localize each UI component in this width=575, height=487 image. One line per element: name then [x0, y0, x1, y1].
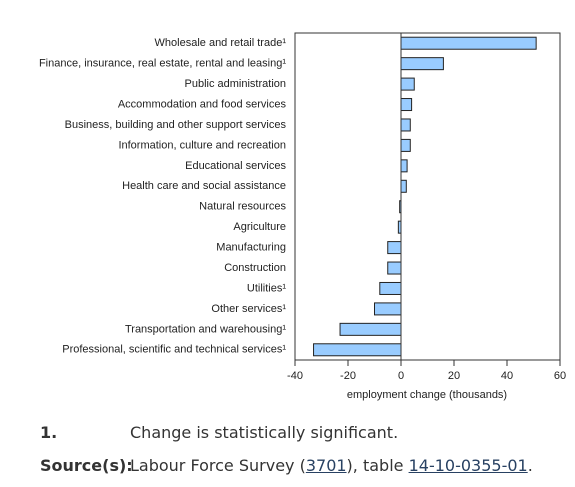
source-text: Labour Force Survey (3701), table 14-10-… [130, 456, 533, 475]
source-link[interactable]: 3701 [305, 456, 347, 475]
notes: 1. Change is statistically significant. … [40, 416, 533, 482]
y-tick-label: Natural resources [199, 201, 286, 213]
bar [374, 302, 402, 316]
y-tick-label: Health care and social assistance [122, 180, 286, 192]
y-tick-label: Transportation and warehousing¹ [125, 323, 286, 335]
bar [387, 261, 402, 275]
bar [400, 118, 411, 132]
y-tick-label: Other services¹ [211, 303, 286, 315]
x-axis-label: employment change (thousands) [347, 389, 507, 401]
bar [400, 36, 537, 50]
x-tick-label: -40 [287, 370, 303, 382]
x-tick-label: 60 [554, 370, 566, 382]
bar [379, 281, 402, 295]
y-tick-label: Utilities¹ [247, 282, 286, 294]
footnote: 1. Change is statistically significant. [40, 416, 533, 449]
bar [400, 57, 444, 71]
bar [313, 343, 402, 357]
source: Source(s): Labour Force Survey (3701), t… [40, 449, 533, 482]
y-tick-label: Information, culture and recreation [118, 139, 286, 151]
y-tick-label: Accommodation and food services [118, 98, 287, 110]
y-tick-label: Finance, insurance, real estate, rental … [39, 58, 286, 70]
source-part: Labour Force Survey ( [130, 456, 306, 475]
bar [400, 98, 413, 112]
y-tick-label: Construction [224, 262, 286, 274]
chart: employment change (thousands) -40 -20 0 20 4… [39, 32, 566, 401]
bar [400, 159, 408, 173]
y-tick-label: Professional, scientific and technical s… [62, 344, 286, 356]
x-tick-label: 0 [398, 370, 404, 382]
x-tick-label: 20 [448, 370, 460, 382]
y-tick-label: Agriculture [233, 221, 286, 233]
plot-frame [294, 32, 561, 361]
table-link[interactable]: 14-10-0355-01 [408, 456, 528, 475]
source-part: ), table [346, 456, 409, 475]
y-tick-label: Public administration [185, 78, 287, 90]
footnote-text: Change is statistically significant. [130, 423, 399, 442]
bar [339, 322, 402, 336]
y-tick-label: Wholesale and retail trade¹ [155, 37, 287, 49]
bar [400, 179, 407, 193]
footnote-number: 1. [40, 423, 58, 442]
x-tick-label: 40 [501, 370, 513, 382]
bar [387, 241, 402, 255]
bar [400, 138, 411, 152]
bar [400, 77, 415, 91]
x-tick-label: -20 [340, 370, 356, 382]
y-tick-label: Manufacturing [216, 242, 286, 254]
y-tick-label: Educational services [185, 160, 286, 172]
source-part: . [527, 456, 533, 475]
source-label: Source(s): [40, 456, 133, 475]
y-tick-label: Business, building and other support ser… [65, 119, 287, 131]
